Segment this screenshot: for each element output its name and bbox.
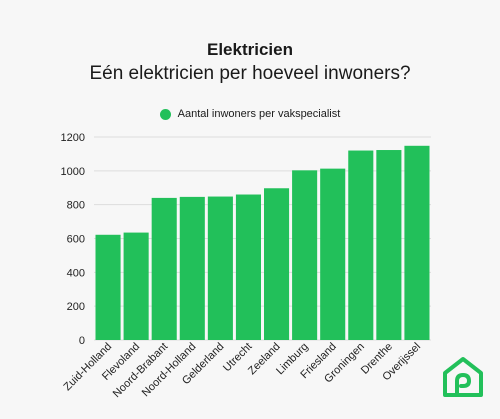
chart-legend: Aantal inwoners per vakspecialist [0,108,500,120]
y-tick-label: 400 [67,267,85,279]
bar [123,232,149,340]
bar [235,194,261,340]
bar [179,196,205,340]
chart-subtitle: Eén elektricien per hoeveel inwoners? [89,63,411,84]
house-logo-icon [443,357,483,397]
bar [320,168,346,340]
bar [95,234,121,340]
bar [348,150,374,340]
y-tick-label: 1200 [61,132,85,144]
bar [151,197,177,340]
y-tick-label: 200 [67,301,85,313]
bar [292,170,318,340]
y-tick-label: 1000 [61,166,85,178]
legend-swatch [159,108,171,120]
legend-label: Aantal inwoners per vakspecialist [177,108,341,120]
bar [207,196,233,340]
bar [264,188,290,340]
y-tick-label: 600 [67,234,85,246]
chart-title: Elektricien [207,40,293,59]
bar [404,145,430,340]
bar [376,150,402,340]
y-tick-label: 0 [79,335,85,347]
y-tick-label: 800 [67,200,85,212]
